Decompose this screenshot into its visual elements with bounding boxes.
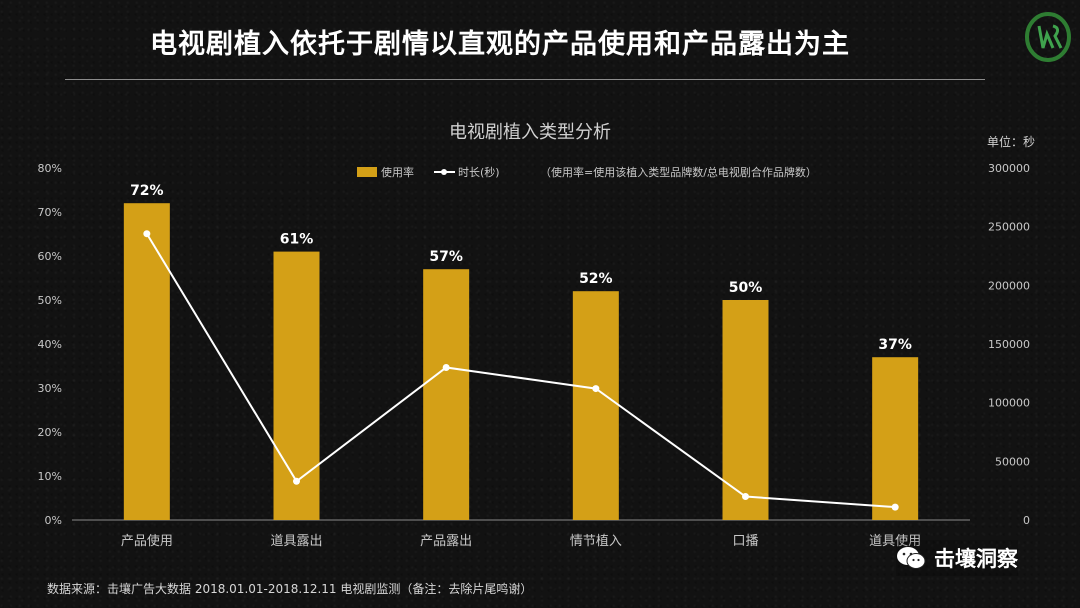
duration-line <box>145 233 896 509</box>
y-tick-label: 80% <box>38 162 62 175</box>
legend-line-label: 时长(秒) <box>458 165 500 179</box>
wechat-account-name: 击壤洞察 <box>934 547 1018 571</box>
y2-tick-label: 150000 <box>988 338 1030 351</box>
y-tick-label: 60% <box>38 250 62 263</box>
bar <box>273 251 320 520</box>
bar <box>423 269 470 520</box>
bar <box>123 203 170 520</box>
bar <box>722 300 769 520</box>
y-tick-label: 50% <box>38 294 62 307</box>
y2-axis-ticks: 0 50000 100000 150000 200000 250000 300000 <box>988 162 1030 527</box>
bar-value-label: 72% <box>130 183 164 199</box>
legend-bar-label: 使用率 <box>381 165 414 179</box>
title-divider <box>65 79 985 80</box>
y2-unit-label: 单位：秒 <box>987 134 1035 149</box>
legend-bar-swatch <box>357 167 377 177</box>
duration-point <box>592 385 600 393</box>
x-tick-label: 道具露出 <box>270 534 322 549</box>
bar <box>872 357 919 520</box>
bar-value-label: 52% <box>579 271 613 287</box>
duration-point <box>442 363 450 371</box>
y-tick-label: 10% <box>38 470 62 483</box>
x-axis-labels: 产品使用 道具露出 产品露出 情节植入 口播 道具使用 <box>121 533 921 549</box>
bar-value-label: 50% <box>729 280 763 296</box>
bar <box>572 291 619 520</box>
duration-line-series <box>143 230 899 511</box>
y2-tick-label: 50000 <box>995 455 1030 468</box>
x-tick-label: 道具使用 <box>869 533 921 549</box>
y-tick-label: 70% <box>38 206 62 219</box>
y-tick-label: 20% <box>38 426 62 439</box>
y2-tick-label: 200000 <box>988 279 1030 292</box>
bar-value-labels: 72% 61% 57% 52% 50% 37% <box>130 183 912 353</box>
y2-tick-label: 100000 <box>988 397 1030 410</box>
duration-point <box>143 230 151 238</box>
x-tick-label: 口播 <box>732 534 758 549</box>
y-tick-label: 40% <box>38 338 62 351</box>
duration-point <box>742 493 749 501</box>
chart-title: 电视剧植入类型分析 <box>449 122 611 143</box>
bar-value-label: 37% <box>878 337 912 353</box>
y-axis-ticks: 0% 10% 20% 30% 40% 50% 60% 70% 80% <box>38 162 62 527</box>
x-tick-label: 情节植入 <box>570 534 622 549</box>
y2-tick-label: 0 <box>1023 514 1030 527</box>
y-tick-label: 30% <box>38 382 62 395</box>
duration-point <box>293 477 300 485</box>
wechat-watermark: 击壤洞察 <box>896 540 1018 576</box>
jr-logo-icon <box>1025 12 1071 62</box>
legend-line-marker <box>441 169 447 175</box>
legend: 使用率 时长(秒) （使用率=使用该植入类型品牌数/总电视剧合作品牌数） <box>357 165 817 179</box>
x-tick-label: 产品使用 <box>121 533 173 549</box>
y2-tick-label: 250000 <box>988 221 1030 234</box>
slide-title: 电视剧植入依托于剧情以直观的产品使用和产品露出为主 <box>150 29 850 60</box>
bar-value-label: 61% <box>280 232 314 248</box>
bar-series <box>123 203 919 520</box>
y2-tick-label: 300000 <box>988 162 1030 175</box>
wechat-icon <box>897 547 926 569</box>
bar-value-label: 57% <box>429 249 463 265</box>
duration-point <box>891 503 899 511</box>
source-note: 数据来源：击壤广告大数据 2018.01.01-2018.12.11 电视剧监测… <box>47 582 533 596</box>
y-tick-label: 0% <box>45 514 62 527</box>
legend-note: （使用率=使用该植入类型品牌数/总电视剧合作品牌数） <box>540 165 817 179</box>
x-tick-label: 产品露出 <box>420 534 472 549</box>
